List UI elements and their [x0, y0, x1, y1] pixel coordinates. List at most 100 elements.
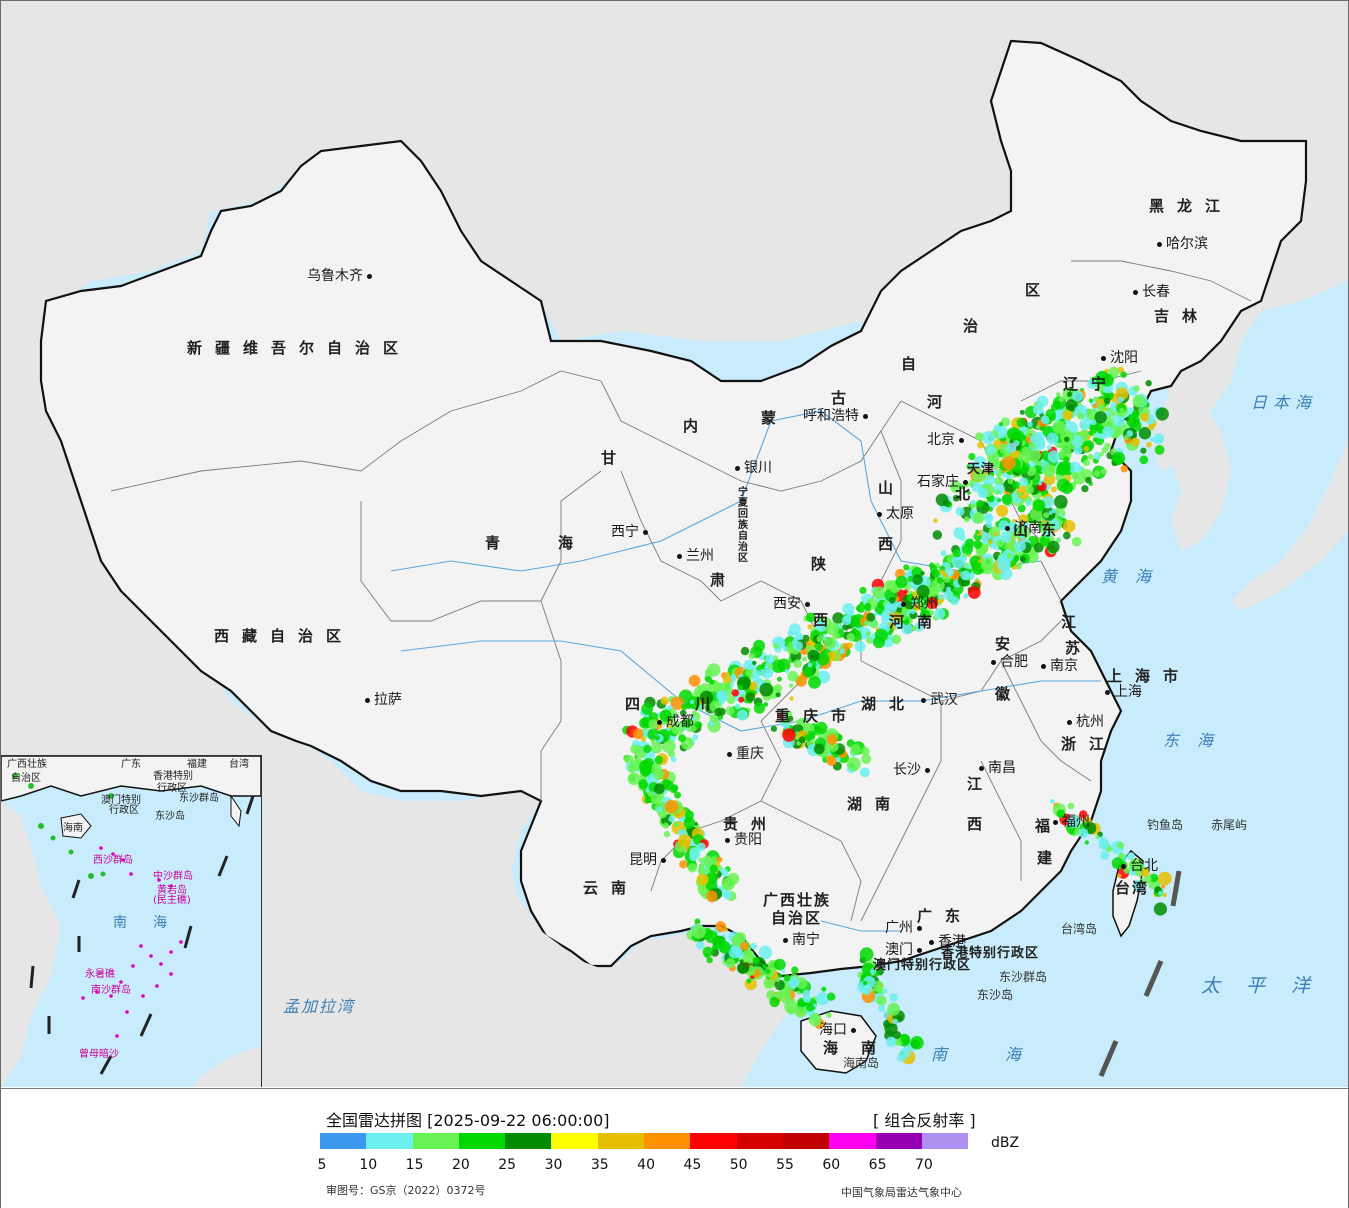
radar-echo [1064, 436, 1070, 443]
radar-echo [722, 675, 733, 685]
inset-zengmu: 曾母暗沙 [79, 1049, 119, 1060]
radar-echo [885, 1036, 897, 1048]
city-changchun: 长春 [1133, 285, 1170, 299]
radar-echo [863, 620, 869, 626]
radar-echo [700, 704, 704, 709]
south-china-sea-inset: 广西壮族 自治区 广东 福建 台湾 香港特别 行政区 澳门特别 行政区 东沙群岛… [1, 755, 262, 1087]
radar-echo [1026, 433, 1031, 438]
radar-echo [821, 986, 827, 992]
radar-echo [668, 815, 676, 823]
city-xining: 西宁 [611, 525, 648, 539]
radar-echo [998, 421, 1003, 427]
radar-echo [1111, 413, 1125, 427]
radar-echo [964, 516, 970, 523]
city-nanjing: 南京 [1041, 659, 1078, 673]
province-anhui-an: 安 [995, 635, 1024, 653]
radar-echo [714, 707, 723, 717]
city-hohhot: 呼和浩特 [803, 409, 868, 423]
radar-echo [777, 676, 782, 682]
inset-canvas [1, 756, 261, 1087]
province-liaoning: 辽宁 [1063, 375, 1120, 393]
radar-echo [1011, 430, 1025, 444]
radar-echo [679, 860, 688, 869]
radar-echo [678, 734, 687, 743]
radar-echo [758, 945, 773, 960]
sea-japan: 日本海 [1251, 393, 1318, 412]
inset-hainan: 海南 [63, 823, 83, 834]
province-shaanxi-xi: 西 [813, 611, 842, 629]
city-urumqi: 乌鲁木齐 [307, 269, 372, 283]
city-harbin: 哈尔滨 [1157, 237, 1208, 251]
radar-echo [692, 734, 699, 741]
inset-nanhai-nan: 南 [113, 915, 127, 931]
radar-echo [1062, 520, 1076, 533]
radar-echo [746, 978, 752, 984]
radar-echo [966, 564, 972, 570]
radar-echo [1021, 446, 1031, 456]
radar-echo [784, 669, 789, 674]
radar-echo [693, 701, 699, 706]
radar-echo [952, 494, 960, 502]
radar-echo [993, 531, 999, 537]
radar-echo [869, 619, 879, 629]
radar-echo [1095, 370, 1110, 385]
radar-echo [1134, 879, 1139, 885]
color-swatch-50 [736, 1133, 783, 1149]
radar-echo [1060, 481, 1074, 494]
radar-echo [797, 1000, 805, 1008]
province-jiangsu-jiang: 江 [1061, 613, 1090, 631]
radar-echo [955, 506, 965, 516]
color-swatch-70 [921, 1133, 969, 1149]
radar-echo [809, 733, 814, 738]
city-jinan: 济南 [1005, 521, 1042, 535]
radar-echo [1025, 485, 1034, 494]
radar-echo [972, 512, 985, 524]
province-ningxia: 宁夏回族自治区 [738, 487, 748, 564]
radar-echo [656, 806, 663, 813]
radar-echo [864, 602, 872, 610]
province-hongkong: 香港特别行政区 [941, 946, 1040, 961]
radar-echo [1014, 540, 1026, 552]
island-diaoyu: 钓鱼岛 [1147, 818, 1184, 832]
radar-echo [750, 942, 758, 950]
radar-echo [1097, 404, 1105, 412]
legend-panel: 全国雷达拼图 [2025-09-22 06:00:00] [ 组合反射率 ] d… [1, 1088, 1348, 1208]
radar-echo [952, 548, 961, 558]
radar-echo [1103, 385, 1111, 394]
radar-echo [760, 665, 765, 670]
radar-echo [684, 810, 695, 820]
radar-echo [1133, 385, 1140, 392]
city-taiyuan: 太原 [877, 507, 914, 521]
review-number: 审图号：GS京（2022）0372号 [326, 1184, 486, 1197]
radar-echo [973, 456, 987, 469]
inset-yongshu: 永暑礁 [85, 969, 115, 980]
radar-echo [644, 797, 651, 804]
color-swatch-5 [320, 1133, 367, 1149]
radar-echo [639, 759, 653, 774]
radar-echo [866, 612, 876, 622]
radar-echo [876, 995, 887, 1006]
color-swatch-60 [829, 1133, 876, 1149]
radar-echo [723, 891, 732, 900]
radar-echo [997, 498, 1002, 503]
radar-echo [984, 513, 992, 521]
province-shanxi-xi: 西 [878, 535, 907, 553]
radar-echo [1088, 398, 1094, 403]
radar-echo [762, 963, 768, 969]
radar-echo [738, 962, 750, 974]
province-hubei: 湖北 [861, 695, 918, 713]
radar-echo [931, 569, 941, 578]
radar-echo [1068, 461, 1081, 474]
map-area[interactable]: 新疆维吾尔自治区 西藏自治区 青 海 甘 肃 内 蒙 古 自 治 区 黑龙江 吉… [1, 1, 1348, 1087]
province-heilongjiang: 黑龙江 [1149, 197, 1234, 215]
sea-south: 南海 [931, 1045, 1080, 1064]
radar-echo [807, 662, 813, 668]
radar-echo [1043, 464, 1056, 477]
radar-echo [1079, 418, 1091, 431]
inset-fujian: 福建 [187, 759, 207, 770]
radar-echo [943, 572, 948, 578]
radar-echo [1078, 828, 1089, 838]
radar-echo [806, 1003, 815, 1012]
radar-echo [903, 589, 908, 594]
